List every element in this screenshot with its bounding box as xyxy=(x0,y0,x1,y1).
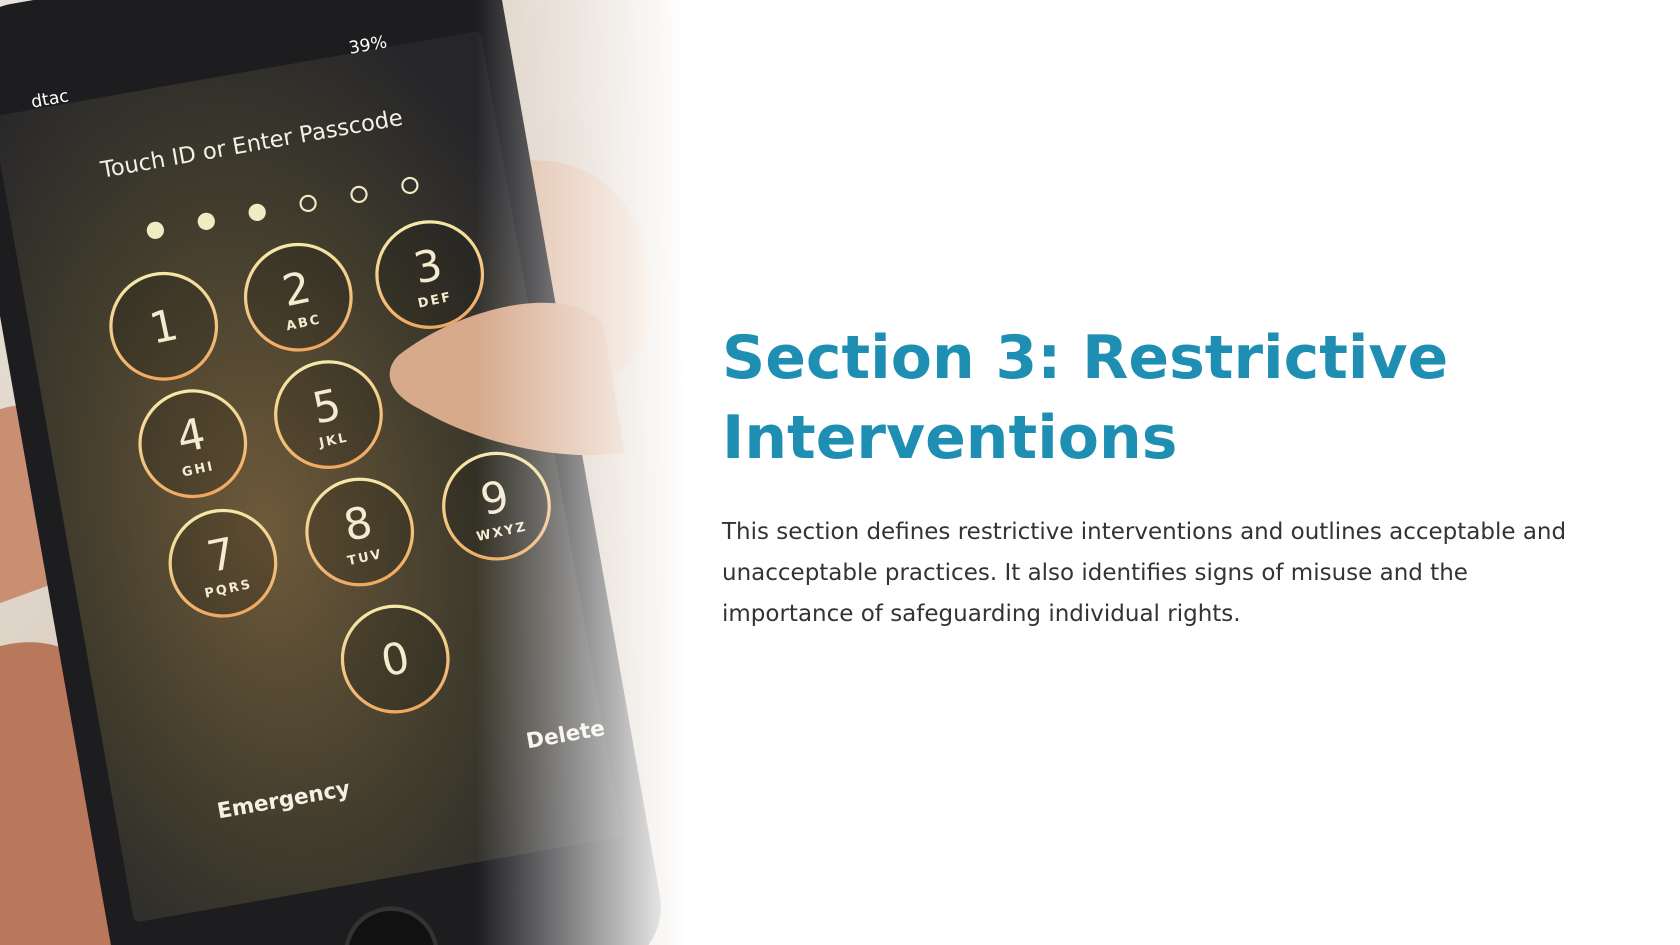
slide-title: Section 3: Restrictive Interventions xyxy=(722,323,1449,473)
phone-photo: 12ABC3DEF4GHI5JKL7PQRS8TUV9WXYZ0 dtac 39… xyxy=(0,0,700,945)
slide-body: This section defines restrictive interve… xyxy=(722,519,1567,627)
